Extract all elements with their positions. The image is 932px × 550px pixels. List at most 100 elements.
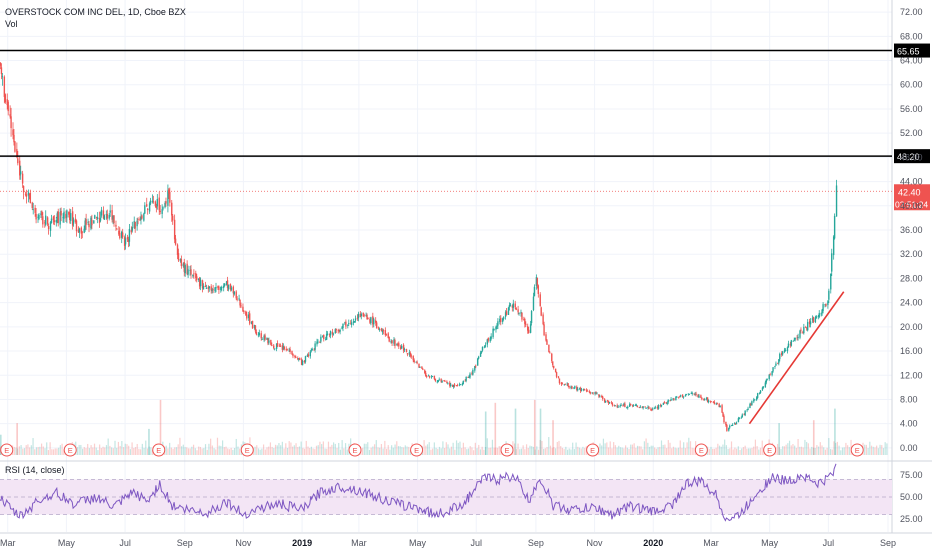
volume-bar (824, 449, 827, 455)
candle-body (451, 384, 454, 387)
price-axis-tick: 12.00 (900, 370, 923, 380)
candle-body (391, 340, 393, 344)
candle-body (560, 382, 563, 385)
candle-body (421, 366, 423, 369)
volume-bar (527, 447, 529, 455)
volume-bar (339, 449, 342, 455)
earnings-marker[interactable] (0, 443, 14, 457)
candle-body (363, 314, 365, 316)
trend-line[interactable] (748, 291, 845, 425)
candle-body (554, 368, 557, 373)
candle-body (784, 350, 787, 352)
volume-bar (428, 442, 430, 455)
candle-body (127, 238, 130, 242)
candle-body (10, 116, 12, 129)
candle-body (648, 407, 650, 409)
earnings-marker[interactable] (694, 443, 708, 457)
last-price-label: 42.40 (898, 187, 921, 197)
candle-body (362, 312, 364, 317)
earnings-marker[interactable] (763, 443, 777, 457)
earnings-marker-label: E (855, 446, 860, 455)
candle-body (164, 203, 166, 208)
candle-body (34, 207, 36, 213)
volume-bar (124, 443, 126, 455)
earnings-marker[interactable] (850, 443, 864, 457)
candle-body (586, 390, 589, 392)
candle-body (728, 427, 730, 431)
candle-body (656, 406, 659, 409)
candle-body (667, 399, 669, 403)
price-label-box (894, 149, 930, 164)
candle-body (223, 285, 225, 288)
candle-body (602, 396, 604, 400)
candle-body (4, 94, 7, 103)
volume-bar (63, 449, 65, 455)
volume-bar (548, 437, 550, 455)
candle-body (123, 237, 126, 246)
volume-bar (459, 441, 461, 455)
candle-body (199, 279, 202, 287)
volume-bar (826, 447, 828, 455)
earnings-marker[interactable] (63, 443, 77, 457)
bar-countdown-label: 02:51:24 (895, 199, 928, 209)
volume-bar (213, 448, 215, 455)
candle-body (682, 396, 685, 398)
candle-body (697, 394, 699, 398)
candle-body (620, 404, 622, 406)
candle-body (350, 322, 353, 325)
candle-body (577, 388, 579, 391)
candle-body (246, 314, 248, 319)
candle-body (624, 403, 626, 408)
earnings-marker[interactable] (240, 443, 254, 457)
candle-body (693, 393, 695, 395)
candle-body (385, 334, 387, 335)
candle-body (694, 393, 696, 395)
candle-body (413, 360, 415, 363)
volume-bar (326, 448, 328, 455)
candle-body (90, 217, 92, 229)
candle-body (733, 423, 736, 425)
volume-bar (556, 441, 558, 455)
earnings-marker[interactable] (152, 443, 166, 457)
volume-bar (288, 441, 290, 455)
volume-bar (886, 443, 888, 455)
candle-body (102, 210, 105, 219)
candle-body (146, 204, 148, 207)
volume-bar (187, 448, 190, 455)
volume-bar (662, 444, 664, 455)
earnings-marker[interactable] (500, 443, 514, 457)
candle-body (56, 213, 58, 219)
candle-body (62, 217, 64, 219)
candle-body (561, 383, 564, 385)
candle-body (77, 229, 80, 233)
volume-bar (196, 450, 198, 455)
volume-bar (517, 443, 519, 455)
volume-bar (278, 443, 280, 455)
resistance-price-label: 48.20 (897, 152, 920, 162)
volume-bar (290, 442, 292, 455)
candle-body (108, 214, 110, 219)
candle-body (148, 203, 151, 212)
volume-bar (433, 442, 435, 455)
volume-bar (262, 444, 265, 455)
earnings-marker[interactable] (410, 443, 424, 457)
candle-body (542, 314, 544, 325)
candle-body (476, 358, 479, 366)
volume-bar (713, 448, 716, 455)
volume-bar (785, 444, 787, 455)
volume-bar (211, 445, 213, 455)
earnings-marker[interactable] (586, 443, 600, 457)
candle-body (487, 338, 489, 341)
volume-bar (529, 445, 531, 455)
candle-body (740, 417, 743, 419)
candle-body (339, 329, 341, 332)
volume-bar (522, 445, 524, 455)
volume-bar (671, 448, 673, 455)
candle-body (342, 323, 344, 328)
price-axis-tick: 20.00 (900, 322, 923, 332)
candle-body (131, 227, 134, 231)
candle-body (240, 305, 242, 307)
candle-body (40, 213, 42, 215)
earnings-marker[interactable] (348, 443, 362, 457)
volume-bar (409, 449, 412, 455)
